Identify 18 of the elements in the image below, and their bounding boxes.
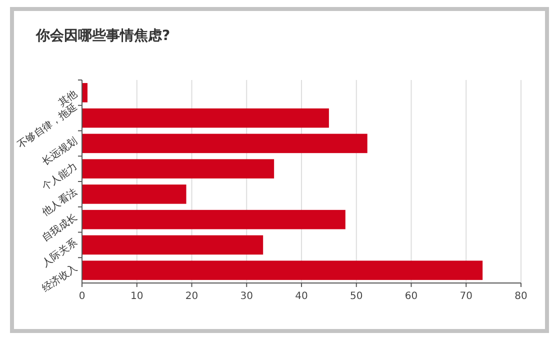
x-tick-label: 30: [240, 291, 253, 302]
x-tick-label: 50: [350, 291, 363, 302]
x-tick-label: 80: [514, 291, 528, 302]
x-tick-label: 40: [295, 291, 308, 302]
x-tick-label: 0: [78, 291, 86, 302]
x-tick-label: 70: [460, 291, 472, 302]
bar: [82, 260, 483, 280]
bar: [82, 210, 346, 230]
x-tick-label: 10: [130, 291, 144, 302]
bar: [82, 134, 368, 154]
x-tick-label: 20: [185, 291, 198, 302]
bar: [82, 184, 186, 204]
x-tick-label: 60: [404, 291, 418, 302]
bar: [82, 235, 264, 255]
chart-title: 你会因哪些事情焦虑?: [35, 28, 170, 44]
bar: [82, 108, 329, 128]
bar: [82, 83, 88, 102]
bar: [82, 159, 274, 178]
